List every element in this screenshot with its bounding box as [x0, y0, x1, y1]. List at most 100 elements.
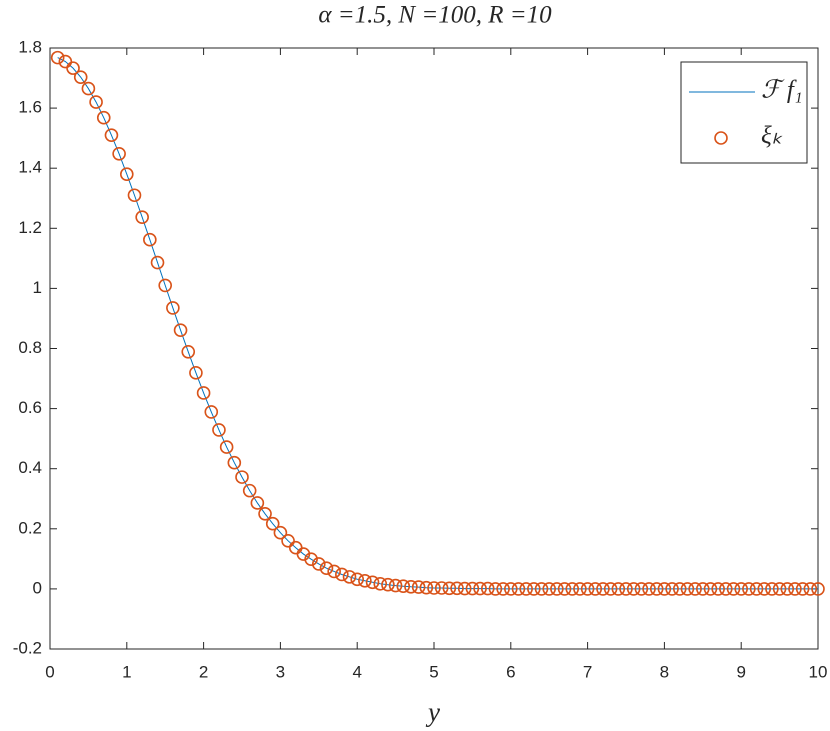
- x-tick-label: 3: [276, 662, 285, 681]
- data-point: [542, 582, 557, 596]
- data-point: [104, 128, 119, 142]
- data-point: [695, 582, 710, 596]
- x-tick-label: 2: [199, 662, 208, 681]
- data-point: [342, 570, 357, 584]
- data-point: [780, 582, 795, 596]
- data-point: [742, 582, 756, 596]
- data-point: [89, 95, 103, 109]
- data-point: [311, 557, 326, 571]
- data-point: [573, 582, 587, 596]
- data-point: [619, 582, 633, 596]
- data-point: [196, 386, 211, 400]
- x-tick-label: 0: [45, 662, 54, 681]
- data-point: [181, 345, 196, 359]
- y-tick-label: 1: [33, 278, 42, 297]
- chart-title: α =1.5, N =100, R =10: [318, 2, 552, 29]
- data-point: [204, 405, 219, 419]
- y-tick-label: 0.8: [18, 338, 42, 357]
- data-point: [189, 366, 203, 380]
- data-point: [634, 582, 649, 596]
- data-point: [73, 70, 88, 84]
- x-axis-label: y: [425, 697, 440, 727]
- data-point: [173, 323, 188, 337]
- data-point: [465, 581, 480, 596]
- data-point: [120, 167, 134, 182]
- data-point: [411, 580, 426, 594]
- y-tick-label: 1.2: [18, 218, 42, 237]
- data-point: [457, 581, 472, 596]
- data-point: [772, 582, 787, 596]
- data-point: [596, 582, 610, 596]
- data-point: [688, 582, 702, 596]
- data-point: [749, 582, 764, 596]
- x-tick-label: 9: [736, 662, 745, 681]
- data-point: [534, 582, 549, 596]
- data-point: [473, 581, 487, 596]
- data-point: [665, 582, 679, 596]
- data-point: [450, 581, 464, 596]
- data-point: [765, 582, 779, 596]
- y-tick-label: 0.4: [18, 458, 42, 477]
- legend-label: ξₖ: [761, 123, 783, 150]
- data-point: [757, 582, 772, 596]
- data-point: [726, 582, 741, 596]
- y-tick-label: 1.8: [18, 37, 42, 56]
- data-point: [227, 455, 242, 470]
- data-point: [404, 579, 418, 594]
- legend-marker: [714, 131, 728, 145]
- data-point: [96, 110, 111, 125]
- data-point: [427, 581, 441, 595]
- data-point: [496, 582, 510, 596]
- data-point: [611, 582, 626, 596]
- data-point: [442, 581, 457, 596]
- data-point: [803, 582, 818, 596]
- data-point: [657, 582, 672, 596]
- data-point: [219, 440, 234, 454]
- data-point: [258, 506, 272, 521]
- y-tick-label: 0: [33, 578, 42, 597]
- data-point: [672, 582, 687, 596]
- data-point: [703, 582, 718, 596]
- data-point: [788, 582, 802, 596]
- data-point: [734, 582, 749, 596]
- data-point: [242, 483, 257, 498]
- data-point: [388, 578, 403, 593]
- x-tick-label: 6: [506, 662, 515, 681]
- data-point: [434, 581, 449, 595]
- data-point: [365, 575, 380, 590]
- legend-label: ℱ f₁: [761, 77, 803, 104]
- y-tick-label: 1.6: [18, 98, 42, 117]
- data-point: [580, 582, 595, 596]
- y-tick-label: 0.6: [18, 398, 42, 417]
- data-point: [795, 582, 810, 596]
- data-point: [135, 210, 149, 224]
- x-tick-label: 4: [352, 662, 361, 681]
- y-tick-label: -0.2: [13, 638, 42, 657]
- data-point: [642, 582, 656, 596]
- data-point: [480, 581, 495, 596]
- data-point: [519, 582, 533, 596]
- data-point: [811, 582, 825, 596]
- data-point: [350, 572, 365, 587]
- data-point: [588, 582, 603, 596]
- data-point: [143, 232, 157, 247]
- data-point: [166, 301, 180, 315]
- data-point: [319, 561, 334, 575]
- data-point: [488, 582, 503, 596]
- x-tick-label: 7: [583, 662, 592, 681]
- data-point: [511, 582, 526, 596]
- data-point: [419, 580, 434, 595]
- data-point: [158, 278, 172, 293]
- data-point: [304, 552, 318, 566]
- data-point: [680, 582, 695, 596]
- legend-box: [680, 61, 808, 164]
- data-point: [112, 146, 126, 161]
- data-point: [235, 470, 249, 484]
- data-point: [626, 582, 641, 596]
- data-point: [503, 582, 518, 596]
- data-point: [281, 534, 295, 548]
- x-tick-label: 10: [809, 662, 828, 681]
- data-point: [396, 579, 411, 593]
- x-tick-label: 8: [660, 662, 669, 681]
